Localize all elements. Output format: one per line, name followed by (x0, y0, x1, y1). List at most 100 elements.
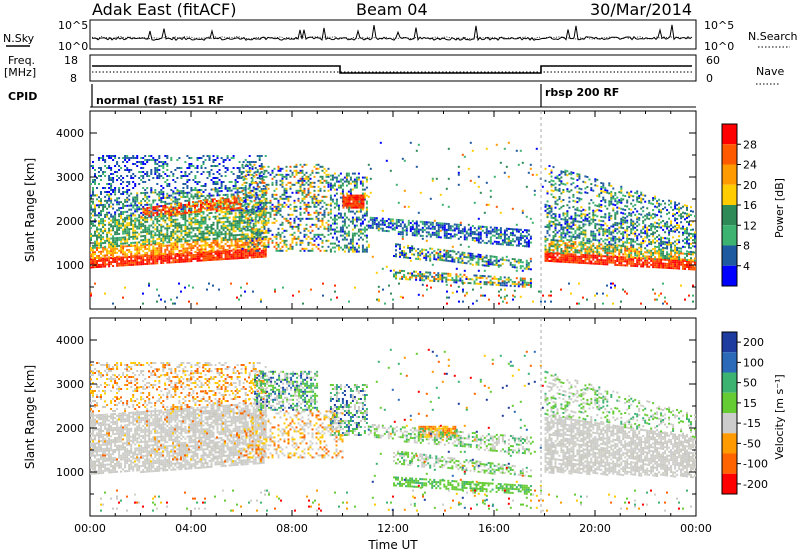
power-mark (264, 232, 266, 234)
power-mark (174, 259, 176, 261)
power-mark (134, 249, 136, 251)
power-mark (245, 159, 247, 161)
power-mark (395, 249, 397, 251)
power-mark (164, 213, 166, 215)
power-mark (522, 162, 524, 164)
power-mark (318, 168, 320, 170)
power-mark (246, 196, 248, 198)
power-mark (411, 253, 413, 255)
power-mark (246, 194, 248, 196)
power-mark (276, 188, 278, 190)
power-mark (194, 258, 196, 260)
power-mark (248, 204, 250, 206)
power-mark (545, 258, 547, 260)
power-mark (108, 194, 110, 196)
power-mark (158, 206, 160, 208)
power-mark (235, 244, 237, 246)
power-mark (520, 267, 522, 269)
power-mark (92, 203, 94, 205)
power-mark (260, 236, 262, 238)
power-mark (282, 174, 284, 176)
power-mark (416, 235, 418, 237)
power-mark (162, 163, 164, 165)
power-mark (231, 243, 233, 245)
power-mark (225, 194, 227, 196)
power-mark (508, 142, 510, 144)
power-mark (514, 285, 516, 287)
power-mark (406, 232, 408, 234)
power-mark (156, 220, 158, 222)
power-mark (110, 252, 112, 254)
power-mark (140, 202, 142, 204)
power-mark (265, 254, 267, 256)
power-mark (354, 227, 356, 229)
power-mark (190, 224, 192, 226)
power-mark (229, 252, 231, 254)
power-mark (522, 270, 524, 272)
power-mark (364, 177, 366, 179)
power-mark (404, 190, 406, 192)
power-mark (227, 252, 229, 254)
power-mark (176, 219, 178, 221)
power-mark (261, 252, 263, 254)
power-mark (170, 242, 172, 244)
power-mark (209, 171, 211, 173)
power-mark (156, 242, 158, 244)
power-mark (219, 179, 221, 181)
power-mark (330, 205, 332, 207)
power-mark (247, 253, 249, 255)
power-mark (440, 230, 442, 232)
power-mark (130, 264, 132, 266)
power-mark (110, 206, 112, 208)
power-mark (199, 233, 201, 235)
power-mark (530, 268, 532, 270)
power-mark (364, 215, 366, 217)
power-mark (362, 233, 364, 235)
power-mark (294, 222, 296, 224)
power-mark (235, 187, 237, 189)
power-mark (364, 193, 366, 195)
power-mark (104, 191, 106, 193)
power-mark (322, 220, 324, 222)
power-mark (112, 179, 114, 181)
power-mark (108, 218, 110, 220)
power-mark (428, 231, 430, 233)
power-mark (290, 186, 292, 188)
power-mark (412, 234, 414, 236)
power-mark (217, 194, 219, 196)
power-mark (464, 226, 466, 228)
power-mark (216, 208, 218, 210)
power-mark (356, 251, 358, 253)
power-mark (124, 191, 126, 193)
power-mark (150, 189, 152, 191)
power-mark (314, 196, 316, 198)
power-mark (516, 245, 518, 247)
power-mark (224, 199, 226, 201)
power-mark (449, 260, 451, 262)
power-mark (508, 260, 510, 262)
power-mark (255, 252, 257, 254)
power-mark (142, 223, 144, 225)
power-mark (559, 259, 561, 261)
power-mark (336, 231, 338, 233)
power-mark (205, 228, 207, 230)
power-mark (118, 227, 120, 229)
power-mark (223, 225, 225, 227)
power-mark (520, 150, 522, 152)
power-mark (314, 166, 316, 168)
power-mark (276, 220, 278, 222)
power-mark (486, 281, 488, 283)
power-mark (90, 223, 92, 225)
power-mark (417, 252, 419, 254)
power-mark (462, 262, 464, 264)
power-mark (366, 247, 368, 249)
power-mark (176, 235, 178, 237)
power-mark (194, 209, 196, 211)
power-mark (486, 182, 488, 184)
power-mark (433, 250, 435, 252)
power-mark (355, 195, 357, 197)
power-mark (300, 172, 302, 174)
power-mark (256, 174, 258, 176)
power-mark (300, 186, 302, 188)
power-mark (255, 206, 257, 208)
